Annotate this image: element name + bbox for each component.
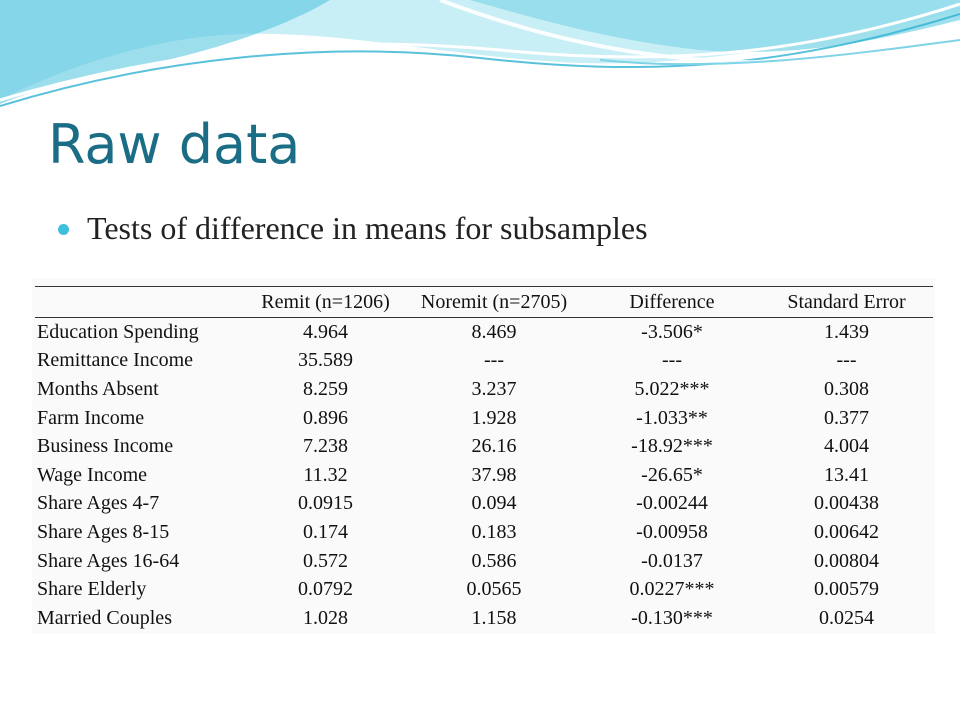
standard-error-value: 0.00642 [814,520,879,543]
noremit-value: 26.16 [471,435,517,458]
standard-error-value: 0.0254 [819,606,874,629]
noremit-value: 0.094 [471,492,517,515]
difference-value: -0.0137 [641,549,703,572]
noremit-value: 0.0565 [466,578,522,601]
table-row: Married Couples 1.028 1.158 -0.130*** 0.0254 [35,604,933,633]
difference-value: -26.65* [641,463,703,486]
table-row: Share Elderly 0.0792 0.0565 0.0227*** 0.0057… [35,575,933,604]
difference-value: --- [662,349,682,372]
remit-value: 0.572 [303,549,348,572]
row-label: Share Ages 16-64 [37,549,180,572]
remit-value: 35.589 [298,349,353,372]
difference-value: 5.022*** [634,377,710,400]
remit-value: 7.238 [303,435,348,458]
noremit-value: 0.183 [471,520,517,543]
table-header-row: Remit (n=1206) Noremit (n=2705) Differen… [35,286,933,318]
remit-value: 0.0915 [298,492,353,515]
wave-band-mid [0,0,960,52]
wave-line-1 [0,13,960,107]
row-label: Married Couples [37,606,172,629]
table-row: Share Ages 16-64 0.572 0.586 -0.0137 0.00804 [35,547,933,576]
table-row: Wage Income 11.32 37.98 -26.65* 13.41 [35,461,933,490]
header-standard-error: Standard Error [787,290,906,313]
header-wave-decoration [0,0,960,107]
standard-error-value: 1.439 [824,320,869,343]
standard-error-value: 0.308 [824,377,869,400]
remit-value: 1.028 [303,606,348,629]
remit-value: 4.964 [303,320,348,343]
noremit-value: 37.98 [471,463,517,486]
table-row: Remittance Income 35.589 --- --- --- [35,347,933,376]
table-row: Education Spending 4.964 8.469 -3.506* 1.439 [35,318,933,347]
table-row: Farm Income 0.896 1.928 -1.033** 0.377 [35,404,933,433]
remit-value: 11.32 [303,463,348,486]
difference-value: -1.033** [636,406,708,429]
standard-error-value: 4.004 [824,435,869,458]
difference-value: -0.00244 [636,492,708,515]
standard-error-value: 0.377 [824,406,869,429]
standard-error-value: 0.00804 [814,549,879,572]
noremit-value: 8.469 [471,320,517,343]
row-label: Wage Income [37,463,147,486]
row-label: Remittance Income [37,349,194,372]
noremit-value: 3.237 [471,377,517,400]
difference-value: 0.0227*** [629,578,715,601]
table-row: Share Ages 8-15 0.174 0.183 -0.00958 0.00642 [35,518,933,547]
row-label: Business Income [37,435,174,458]
remit-value: 8.259 [303,377,348,400]
header-difference: Difference [629,290,715,313]
difference-value: -0.130*** [631,606,713,629]
table-row: Months Absent 8.259 3.237 5.022*** 0.308 [35,375,933,404]
header-remit: Remit (n=1206) [261,290,390,313]
standard-error-value: 13.41 [824,463,869,486]
row-label: Share Ages 4-7 [37,492,160,515]
table-image: Remit (n=1206) Noremit (n=2705) Differen… [32,278,935,634]
row-label: Share Ages 8-15 [37,520,170,543]
standard-error-value: 0.00579 [814,578,879,601]
header-noremit: Noremit (n=2705) [420,290,568,313]
bullet-text: Tests of difference in means for subsamp… [87,210,648,246]
noremit-value: 0.586 [471,549,517,572]
bullet-dot-icon [58,224,69,235]
row-label: Farm Income [37,406,145,429]
means-table: Remit (n=1206) Noremit (n=2705) Differen… [35,286,933,633]
noremit-value: 1.928 [471,406,517,429]
header-cell-blank [35,287,247,318]
bullet-item: Tests of difference in means for subsamp… [58,210,648,247]
difference-value: -3.506* [641,320,703,343]
noremit-value: --- [484,349,504,372]
row-label: Share Elderly [37,578,147,601]
table-row: Business Income 7.238 26.16 -18.92*** 4.004 [35,432,933,461]
standard-error-value: 0.00438 [814,492,879,515]
row-label: Education Spending [37,320,199,343]
remit-value: 0.174 [303,520,348,543]
difference-value: -18.92*** [631,435,713,458]
table-body: Education Spending 4.964 8.469 -3.506* 1.439… [35,318,933,633]
standard-error-value: --- [836,349,857,372]
table-row: Share Ages 4-7 0.0915 0.094 -0.00244 0.00438 [35,490,933,519]
difference-value: -0.00958 [636,520,708,543]
remit-value: 0.896 [303,406,348,429]
noremit-value: 1.158 [471,606,517,629]
remit-value: 0.0792 [298,578,353,601]
wave-line-2 [0,2,960,102]
wave-band-dark [0,0,330,104]
wave-line-3 [439,0,960,65]
row-label: Months Absent [37,377,159,400]
slide-title: Raw data [48,113,301,176]
wave-line-4 [599,39,960,66]
